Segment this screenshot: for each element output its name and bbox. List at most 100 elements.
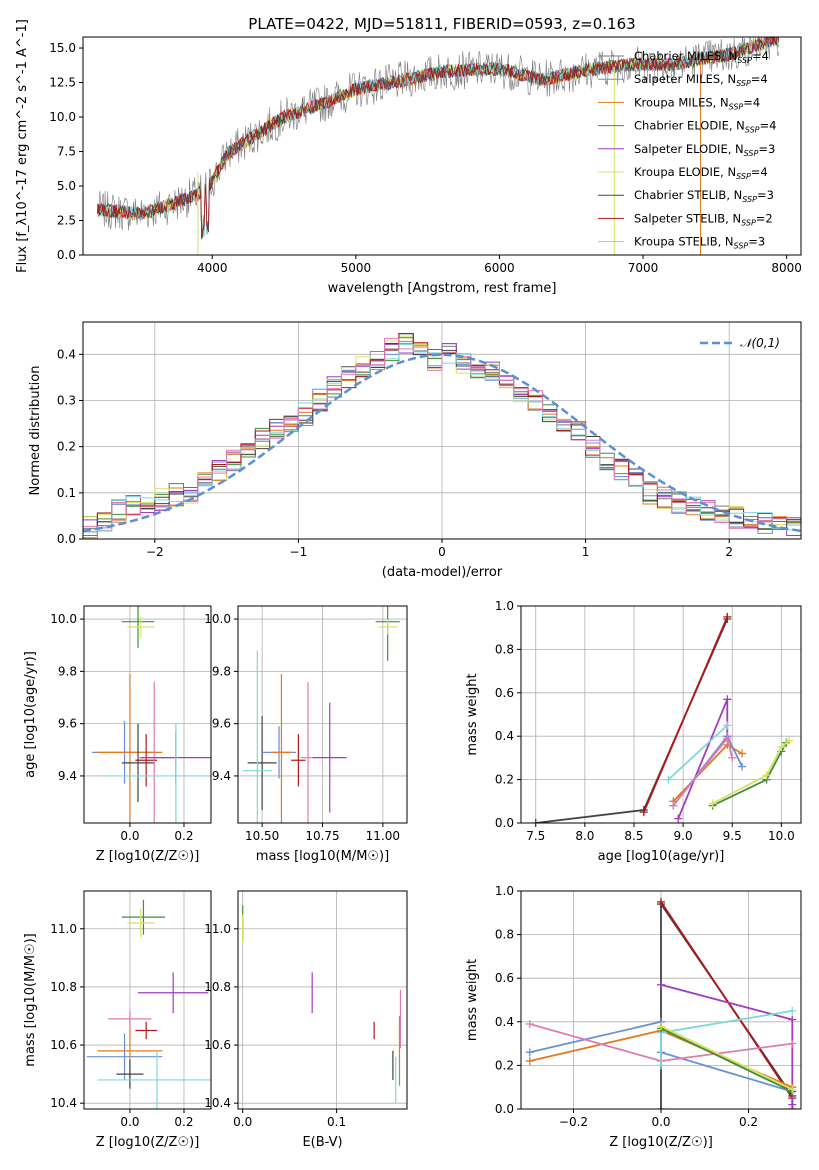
x-tick-label: 10.75 [305,829,339,843]
legend-label: 𝒩(0,1) [740,336,780,350]
plot-area [86,899,211,1109]
legend-label: Chabrier STELIB, NSSP=3 [634,188,774,204]
x-axis-label: mass [log10(M/M☉)] [256,849,389,864]
axes-frame [237,605,408,824]
legend-label: Kroupa ELODIE, NSSP=4 [634,165,768,181]
errorbar-point [105,723,211,823]
series-line [677,698,729,820]
series-marker [777,743,786,752]
panel-age_vs_mass: 10.50 10.75 11.00 9.4 9.6 9.8 10.0 mass [log10(… [204,605,408,864]
series-marker [788,1015,797,1024]
legend-label: Salpeter STELIB, NSSP=2 [634,211,773,227]
plot-area [525,897,797,1109]
series-marker [788,1006,797,1015]
errorbar-point [135,1021,157,1040]
y-tick-label: 0.0 [57,532,76,546]
series-marker [525,1057,534,1066]
x-tick-label: 9.0 [674,829,693,843]
errorbar-point [312,702,347,813]
y-tick-label: 11.0 [50,922,77,936]
y-tick-label: 9.4 [58,769,77,783]
errorbar-point [97,1050,211,1109]
y-tick-label: 11.0 [204,922,231,936]
errorbar-point [121,606,155,648]
y-tick-label: 0.4 [495,1015,514,1029]
x-tick-label: −0.2 [559,1115,588,1129]
y-axis-label: Flux [f_λ10^-17 erg cm^-2 s^-1 A^-1] [15,19,30,273]
x-tick-label: 10.50 [245,829,279,843]
x-tick-label: 0.2 [739,1115,758,1129]
axes-frame [520,605,802,824]
legend-label: Kroupa STELIB, NSSP=3 [634,235,765,251]
series-line [712,742,788,807]
legend-label: Kroupa MILES, NSSP=4 [634,95,760,111]
y-axis-label: age [log10(age/yr)] [23,651,38,778]
y-tick-label: 5.0 [57,179,76,193]
series-marker [664,775,673,784]
plot-area [242,905,402,1104]
errorbar-point [291,734,306,787]
series-line [712,739,790,805]
y-tick-label: 10.0 [204,612,231,626]
x-tick-label: 2 [725,545,733,559]
axes-frame [520,890,802,1110]
errorbar-point [121,899,166,935]
legend-label: Salpeter ELODIE, NSSP=3 [634,142,775,158]
series-marker [657,897,665,906]
panel-spectrum: 4000 5000 6000 7000 8000 0.0 2.5 5.0 7.5 10.0 12.5… [15,19,802,296]
series-marker [531,819,540,823]
errorbar-point [271,673,292,823]
y-tick-label: 0.2 [495,1058,514,1072]
normal-curve [83,353,801,533]
y-tick-label: 0.2 [57,440,76,454]
series-marker [785,736,794,745]
errorbar-point [116,1059,144,1089]
panel-mass_vs_Z: 0.0 0.2 10.4 10.6 10.8 11.0 Z [log10(Z/Z☉)] mas… [23,890,212,1150]
y-tick-label: 9.4 [212,769,231,783]
y-tick-label: 10.4 [204,1096,231,1110]
errorbar-point [242,650,272,823]
y-tick-label: 0.3 [57,393,76,407]
series-line [667,724,728,781]
errorbar-point [378,619,398,635]
figure-title: PLATE=0422, MJD=51811, FIBERID=0593, z=0… [248,15,635,33]
errorbar-point [121,723,155,803]
panel-mass_weight_vs_age: 7.5 8.0 8.5 9.0 9.5 10.0 0.0 0.2 0.4 0.6 0.8 1.0 age… [465,599,802,864]
y-tick-label: 9.6 [58,717,77,731]
x-axis-label: Z [log10(Z/Z☉)] [96,1135,200,1150]
y-tick-label: 0.0 [57,248,76,262]
y-axis-label: mass weight [465,959,480,1041]
y-tick-label: 10.0 [50,612,77,626]
x-axis-label: wavelength [Angstrom, rest frame] [328,281,557,296]
x-tick-label: 0.2 [174,1115,193,1129]
x-tick-label: 10.0 [768,829,795,843]
y-axis-label: Normed distribution [28,366,43,496]
errorbar-point [127,616,155,638]
series-marker [738,762,747,771]
y-tick-label: 0.0 [495,816,514,830]
y-tick-label: 0.6 [495,971,514,985]
y-axis-label: mass weight [465,673,480,755]
x-tick-label: 8.0 [575,829,594,843]
y-tick-label: 0.2 [495,773,514,787]
y-tick-label: 0.8 [495,642,514,656]
x-tick-label: 0 [438,545,446,559]
x-axis-label: Z [log10(Z/Z☉)] [96,849,200,864]
plot-area [97,37,780,255]
series-marker [723,734,732,743]
y-tick-label: 1.0 [495,884,514,898]
series-marker [723,612,732,621]
errorbar-point [247,715,277,810]
series-marker [657,980,665,989]
y-tick-label: 15.0 [49,41,76,55]
histogram-pink [83,337,801,539]
series-marker [788,1039,797,1048]
y-tick-label: 0.4 [495,729,514,743]
x-tick-label: 0.2 [174,829,193,843]
y-tick-label: 9.8 [58,664,77,678]
x-tick-label: 0.0 [120,1115,139,1129]
series-marker [708,799,717,808]
x-axis-label: (data-model)/error [382,565,503,580]
series-marker [525,1019,534,1028]
